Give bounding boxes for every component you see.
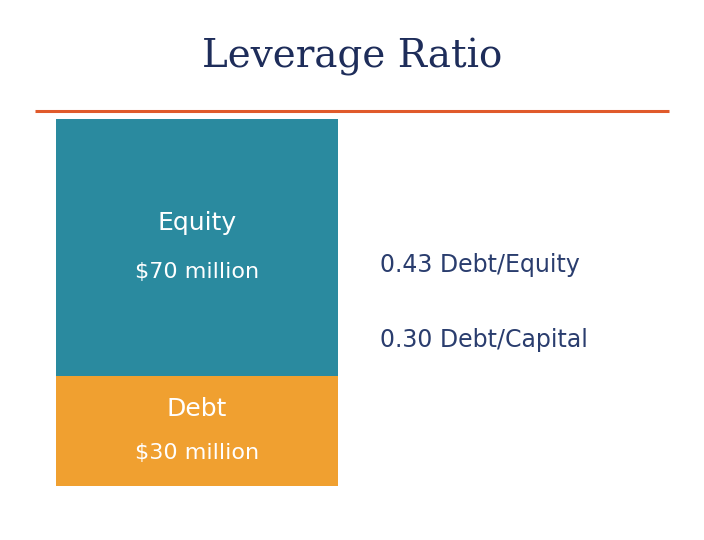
Text: 0.43 Debt/Equity: 0.43 Debt/Equity bbox=[380, 253, 580, 276]
Text: Leverage Ratio: Leverage Ratio bbox=[202, 38, 502, 76]
Text: $30 million: $30 million bbox=[135, 442, 259, 463]
Text: 0.30 Debt/Capital: 0.30 Debt/Capital bbox=[380, 328, 588, 352]
Text: $70 million: $70 million bbox=[135, 261, 259, 282]
Text: Equity: Equity bbox=[158, 211, 237, 235]
Bar bbox=[56, 376, 338, 486]
Bar bbox=[56, 119, 338, 376]
Text: Debt: Debt bbox=[167, 397, 227, 421]
